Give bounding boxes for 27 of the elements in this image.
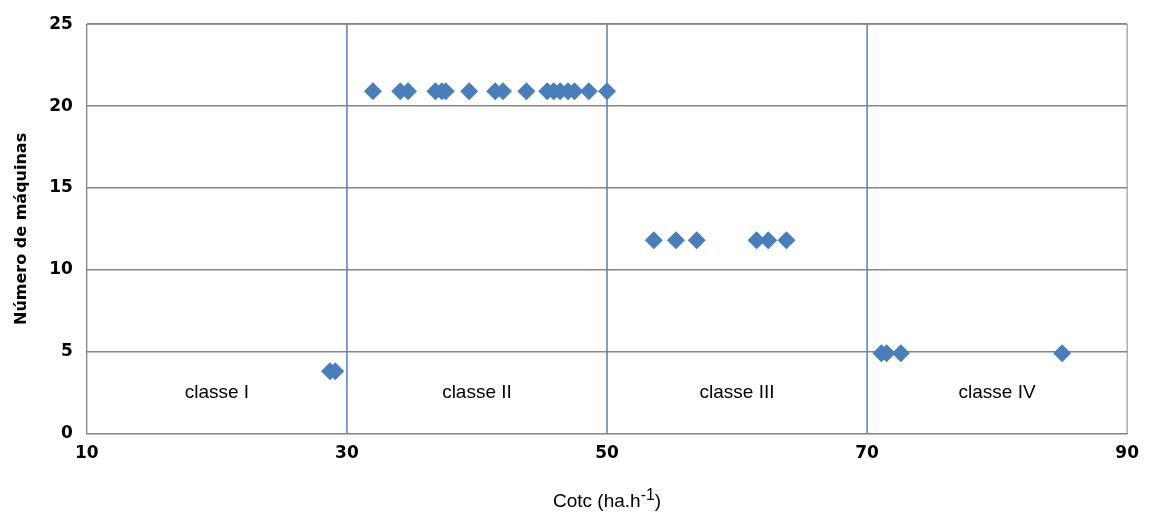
point: [777, 231, 796, 250]
x-tick-label: 50: [595, 442, 620, 463]
x-tick-label: 10: [75, 442, 99, 463]
point: [579, 82, 598, 101]
point: [1053, 344, 1072, 363]
annotation: classe IV: [958, 380, 1036, 402]
y-tick-label: 25: [49, 12, 73, 33]
y-tick-label: 0: [61, 422, 74, 443]
x-tick-label: 90: [1115, 442, 1140, 463]
point: [517, 82, 536, 101]
annotation: classe III: [699, 380, 775, 402]
point: [460, 82, 479, 101]
annotation: classe I: [184, 380, 250, 402]
y-tick-label: 10: [49, 258, 74, 279]
y-tick-label: 15: [49, 176, 73, 197]
y-tick-label: 20: [49, 94, 74, 115]
point: [666, 231, 685, 250]
x-axis-title: Cotc (ha.h$^{-1}$): [552, 486, 662, 513]
point: [363, 82, 382, 101]
y-tick-label: 5: [61, 340, 73, 361]
x-tick-label: 30: [335, 442, 359, 463]
x-tick-label: 70: [855, 442, 880, 463]
y-axis-title: Número de máquinas: [10, 132, 30, 325]
point: [644, 231, 663, 250]
point: [891, 344, 910, 363]
annotation: classe II: [442, 380, 512, 402]
point: [687, 231, 706, 250]
